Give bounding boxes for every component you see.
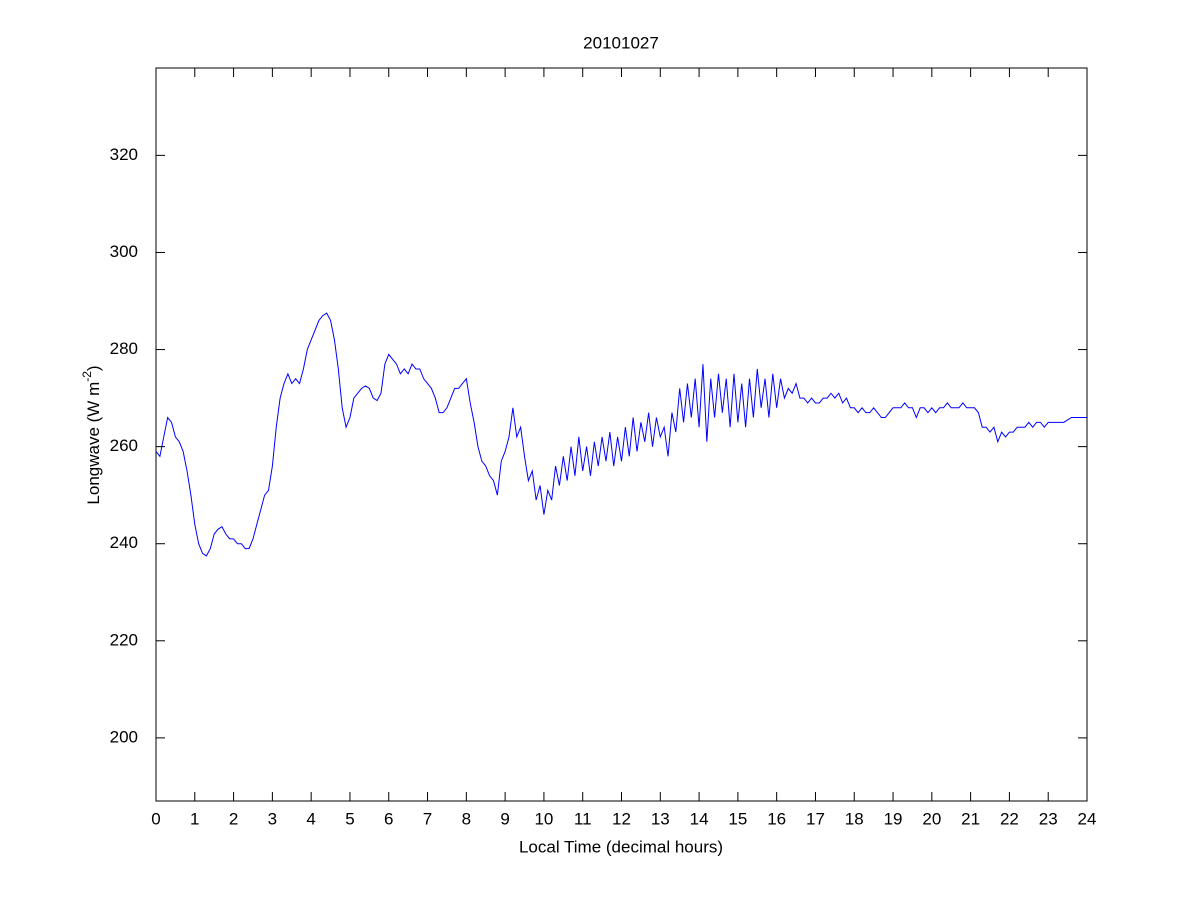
x-tick-label: 22 — [1000, 809, 1019, 828]
y-tick-label: 220 — [110, 630, 138, 649]
x-tick-label: 6 — [384, 809, 393, 828]
y-tick-label: 320 — [110, 145, 138, 164]
data-line — [155, 312, 1087, 557]
y-tick-label: 300 — [110, 242, 138, 261]
x-tick-label: 20 — [922, 809, 941, 828]
y-tick-label: 280 — [110, 339, 138, 358]
y-tick-label: 260 — [110, 436, 138, 455]
y-axis-label: Longwave (W m-2) — [80, 365, 103, 504]
x-tick-label: 11 — [574, 809, 592, 828]
x-tick-label: 0 — [151, 809, 160, 828]
x-tick-label: 1 — [190, 809, 199, 828]
x-tick-label: 24 — [1078, 809, 1097, 828]
x-tick-label: 23 — [1039, 809, 1058, 828]
y-label-suffix: ) — [84, 365, 103, 371]
y-tick-label: 200 — [110, 727, 138, 746]
x-tick-label: 3 — [268, 809, 277, 828]
x-tick-label: 7 — [423, 809, 432, 828]
x-tick-label: 17 — [806, 809, 825, 828]
x-tick-label: 13 — [651, 809, 670, 828]
x-tick-label: 14 — [690, 809, 709, 828]
x-tick-label: 19 — [884, 809, 903, 828]
x-tick-label: 2 — [229, 809, 238, 828]
x-tick-label: 21 — [961, 809, 980, 828]
x-tick-label: 15 — [728, 809, 747, 828]
x-tick-label: 5 — [345, 809, 354, 828]
x-tick-label: 12 — [612, 809, 631, 828]
y-label-superscript: -2 — [80, 371, 94, 382]
chart-title: 20101027 — [583, 33, 659, 52]
x-tick-label: 18 — [845, 809, 864, 828]
x-tick-label: 10 — [534, 809, 553, 828]
plot-frame — [155, 67, 1088, 802]
y-tick-label: 240 — [110, 533, 138, 552]
x-axis-label: Local Time (decimal hours) — [519, 837, 723, 856]
x-tick-label: 8 — [462, 809, 471, 828]
x-tick-label: 4 — [306, 809, 315, 828]
x-tick-label: 16 — [767, 809, 786, 828]
y-label-text: Longwave (W m — [84, 382, 103, 505]
x-tick-label: 9 — [500, 809, 509, 828]
